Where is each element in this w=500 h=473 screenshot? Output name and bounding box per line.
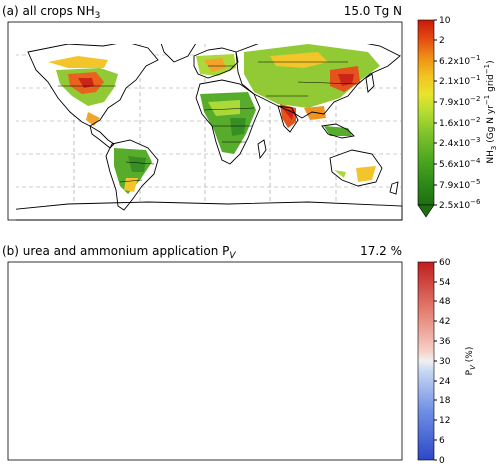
cb-b-tick-5: 30	[439, 357, 451, 367]
panel-b-total: 17.2 %	[360, 244, 402, 258]
cb-b-tick-3: 42	[439, 317, 450, 327]
cb-b-tick-8: 12	[439, 416, 450, 426]
map-b-frame	[7, 261, 403, 461]
cb-b-tick-0: 60	[439, 258, 451, 268]
cb-a-tick-0: 10	[439, 16, 451, 26]
cb-a-tick-9: 2.5x10−6	[439, 198, 481, 211]
cb-b-tick-4: 36	[439, 337, 451, 347]
cb-b-tick-9: 6	[439, 436, 445, 446]
cb-b-tick-10: 0	[439, 456, 445, 466]
cb-a-tick-5: 1.6x10−2	[439, 116, 480, 129]
cb-a-tick-6: 2.4x10−3	[439, 136, 480, 149]
map-b	[7, 261, 403, 461]
cb-a-tick-4: 7.9x10−2	[439, 95, 480, 108]
panel-a-title: (a) all crops NH3	[2, 4, 100, 21]
colorbar-b-ticks: 60 54 48 42 36 30 24 18 12 6 0	[434, 258, 451, 466]
colorbar-a: 10 2 6.2x10−1 2.1x10−1 7.9x10−2 1.6x10−2…	[417, 16, 498, 218]
cb-b-tick-6: 24	[439, 377, 451, 387]
cb-a-tick-3: 2.1x10−1	[439, 74, 480, 87]
panel-a: (a) all crops NH3 15.0 Tg N	[2, 4, 498, 221]
cb-a-tick-8: 7.9x10−5	[439, 178, 480, 191]
cb-a-tick-7: 5.6x10−4	[439, 157, 481, 170]
cb-b-tick-1: 54	[439, 278, 451, 288]
cb-b-tick-2: 48	[439, 297, 451, 307]
panel-b-title: (b) urea and ammonium application PV	[2, 244, 236, 261]
colorbar-a-ticks: 10 2 6.2x10−1 2.1x10−1 7.9x10−2 1.6x10−2…	[434, 16, 481, 211]
cb-a-tick-2: 6.2x10−1	[439, 54, 480, 67]
crop-emissions-field	[48, 44, 380, 194]
panel-b: (b) urea and ammonium application PV 17.…	[2, 244, 477, 466]
map-a	[7, 21, 403, 221]
cb-b-tick-7: 18	[439, 396, 451, 406]
panel-a-total: 15.0 Tg N	[344, 4, 402, 18]
colorbar-b: 60 54 48 42 36 30 24 18 12 6 0 PV (%)	[417, 258, 477, 466]
colorbar-b-label: PV (%)	[465, 347, 477, 376]
map-a-borders	[58, 61, 359, 183]
colorbar-a-label: NH3 (Gg N yr−1 grid−1)	[483, 60, 498, 163]
cb-a-tick-1: 2	[439, 36, 445, 46]
